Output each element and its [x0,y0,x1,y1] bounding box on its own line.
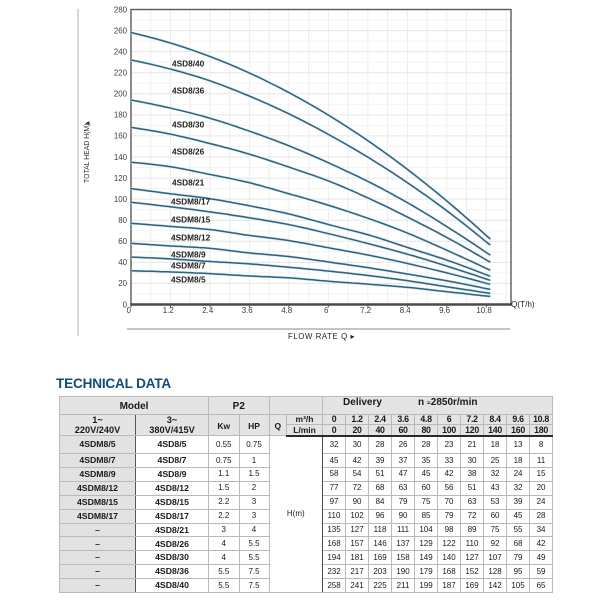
svg-text:10.8: 10.8 [476,306,492,315]
svg-text:120: 120 [114,174,128,183]
svg-text:0: 0 [127,306,132,315]
svg-text:0: 0 [123,300,128,309]
svg-text:9.6: 9.6 [439,306,451,315]
svg-text:2.4: 2.4 [202,306,214,315]
svg-text:60: 60 [118,237,127,246]
svg-text:4SDM8/9: 4SDM8/9 [171,249,206,259]
svg-text:40: 40 [118,258,127,267]
svg-text:Q(T/h): Q(T/h) [511,300,535,309]
svg-text:8.4: 8.4 [400,306,412,315]
svg-text:4SD8/30: 4SD8/30 [172,119,205,129]
svg-text:260: 260 [114,26,128,35]
svg-text:4SD8/26: 4SD8/26 [172,146,205,156]
svg-text:4SD8/21: 4SD8/21 [172,177,205,187]
svg-text:4.8: 4.8 [281,306,293,315]
svg-text:3.6: 3.6 [242,306,254,315]
svg-text:240: 240 [114,47,128,56]
svg-text:4SDM8/15: 4SDM8/15 [171,214,211,224]
svg-text:100: 100 [114,195,128,204]
svg-text:1.2: 1.2 [163,306,174,315]
svg-text:4SDM8/7: 4SDM8/7 [171,261,206,271]
svg-text:TOTAL HEAD H(M): TOTAL HEAD H(M) [84,123,91,183]
svg-text:200: 200 [114,90,128,99]
svg-text:4SDM8/12: 4SDM8/12 [171,232,211,242]
svg-text:FLOW RATE Q ▸: FLOW RATE Q ▸ [288,332,355,341]
svg-text:160: 160 [114,132,128,141]
svg-text:4SD8/36: 4SD8/36 [172,85,205,95]
svg-text:4SDM8/17: 4SDM8/17 [171,196,211,206]
svg-text:20: 20 [118,279,127,288]
svg-text:180: 180 [114,111,128,120]
svg-text:▲: ▲ [83,120,92,127]
svg-text:7.2: 7.2 [360,306,371,315]
svg-text:6: 6 [324,306,329,315]
svg-text:4SD8/40: 4SD8/40 [172,58,205,68]
svg-text:80: 80 [118,216,127,225]
svg-text:4SDM8/5: 4SDM8/5 [171,274,206,284]
svg-text:280: 280 [114,5,128,14]
svg-text:220: 220 [114,69,128,78]
svg-text:140: 140 [114,153,128,162]
